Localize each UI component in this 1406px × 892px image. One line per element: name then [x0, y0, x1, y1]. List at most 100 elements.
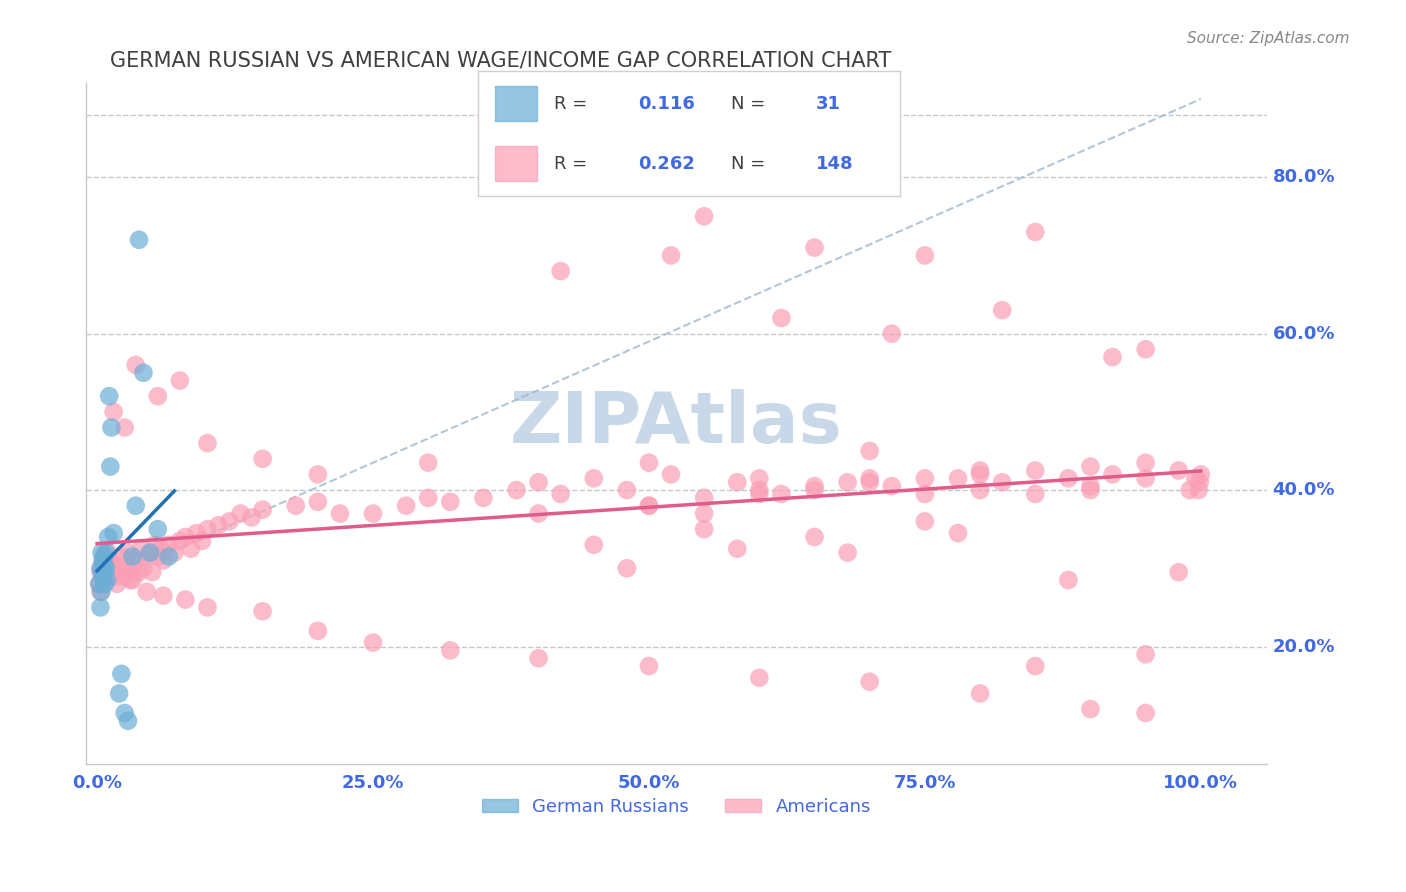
Point	[439, 643, 461, 657]
Point	[1057, 573, 1080, 587]
Point	[132, 366, 155, 380]
Point	[240, 510, 263, 524]
Point	[129, 541, 152, 556]
Point	[969, 463, 991, 477]
Point	[98, 565, 121, 579]
Point	[125, 358, 148, 372]
Point	[1135, 456, 1157, 470]
Point	[1101, 467, 1123, 482]
Point	[914, 514, 936, 528]
Point	[94, 577, 117, 591]
Point	[991, 475, 1014, 490]
Point	[1024, 659, 1046, 673]
Point	[117, 714, 139, 728]
Point	[139, 546, 162, 560]
Point	[880, 326, 903, 341]
Point	[1178, 483, 1201, 497]
Point	[361, 635, 384, 649]
Point	[89, 584, 111, 599]
Point	[472, 491, 495, 505]
Point	[439, 495, 461, 509]
Point	[859, 475, 882, 490]
Point	[969, 686, 991, 700]
Point	[97, 546, 120, 560]
Point	[103, 558, 125, 572]
Text: 80.0%: 80.0%	[1272, 169, 1336, 186]
Point	[946, 471, 969, 485]
Point	[110, 549, 132, 564]
Text: GERMAN RUSSIAN VS AMERICAN WAGE/INCOME GAP CORRELATION CHART: GERMAN RUSSIAN VS AMERICAN WAGE/INCOME G…	[110, 51, 891, 70]
Point	[361, 507, 384, 521]
Point	[91, 565, 114, 579]
Point	[191, 533, 214, 548]
Point	[1080, 702, 1102, 716]
Point	[252, 604, 274, 618]
Point	[803, 530, 825, 544]
Point	[117, 546, 139, 560]
Point	[96, 561, 118, 575]
Point	[114, 420, 136, 434]
Point	[197, 600, 219, 615]
Point	[252, 451, 274, 466]
Point	[146, 522, 169, 536]
Point	[252, 502, 274, 516]
Point	[1135, 706, 1157, 720]
Point	[1167, 565, 1189, 579]
Text: R =: R =	[554, 95, 588, 112]
Point	[418, 491, 440, 505]
Point	[616, 561, 638, 575]
Legend: German Russians, Americans: German Russians, Americans	[475, 790, 879, 822]
Point	[93, 558, 115, 572]
Point	[143, 538, 166, 552]
Point	[89, 577, 111, 591]
Point	[770, 487, 793, 501]
Point	[120, 573, 142, 587]
Point	[1057, 471, 1080, 485]
Point	[90, 561, 112, 575]
Point	[638, 499, 661, 513]
Point	[91, 553, 114, 567]
Point	[218, 514, 240, 528]
Text: 0.116: 0.116	[638, 95, 695, 112]
Point	[725, 475, 748, 490]
Point	[505, 483, 527, 497]
Point	[114, 706, 136, 720]
Text: 31: 31	[815, 95, 841, 112]
Point	[157, 538, 180, 552]
Point	[693, 491, 716, 505]
Text: R =: R =	[554, 155, 588, 173]
Text: N =: N =	[731, 155, 765, 173]
Point	[105, 577, 128, 591]
Point	[152, 589, 174, 603]
Point	[174, 530, 197, 544]
Point	[94, 553, 117, 567]
Point	[969, 483, 991, 497]
Point	[89, 577, 111, 591]
Point	[748, 487, 770, 501]
Point	[89, 561, 111, 575]
Point	[638, 659, 661, 673]
Point	[174, 592, 197, 607]
Point	[197, 522, 219, 536]
Point	[307, 495, 329, 509]
Point	[110, 666, 132, 681]
Bar	[495, 87, 537, 121]
Point	[121, 561, 143, 575]
Point	[128, 565, 150, 579]
Point	[969, 467, 991, 482]
Point	[163, 546, 186, 560]
Point	[1167, 463, 1189, 477]
Point	[859, 674, 882, 689]
Point	[108, 686, 131, 700]
Point	[89, 600, 111, 615]
Point	[638, 499, 661, 513]
Point	[114, 565, 136, 579]
Point	[1024, 487, 1046, 501]
Point	[135, 549, 157, 564]
Point	[770, 310, 793, 325]
Point	[1135, 343, 1157, 357]
Point	[91, 569, 114, 583]
Point	[146, 549, 169, 564]
Point	[748, 483, 770, 497]
Point	[103, 526, 125, 541]
